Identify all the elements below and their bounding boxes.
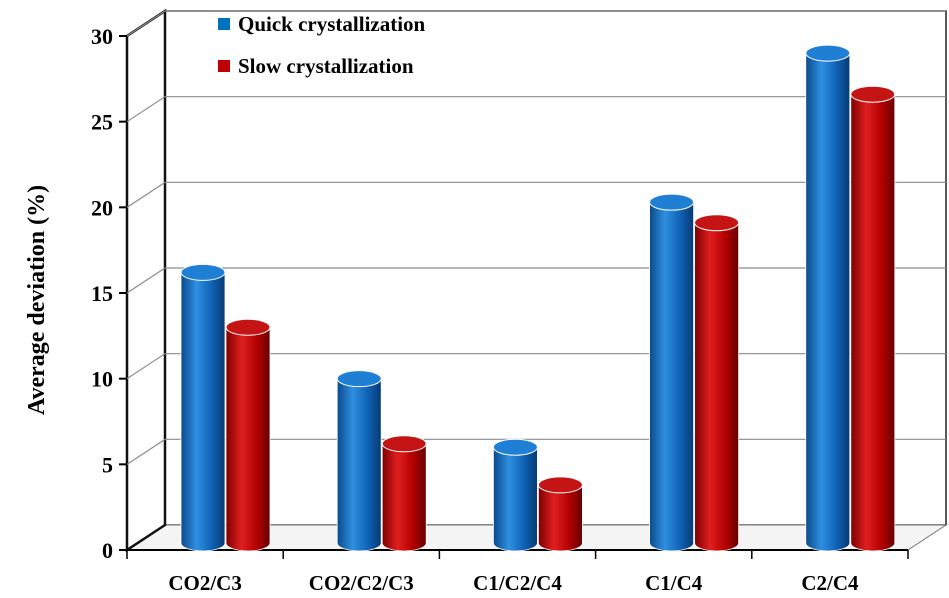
y-axis-ticks: 0 5 10 15 20 25 30 xyxy=(91,24,127,563)
y-tick-label: 25 xyxy=(91,110,113,135)
legend-label: Quick crystallization xyxy=(238,12,426,36)
y-tick-label: 20 xyxy=(91,195,113,220)
legend-item: Quick crystallization xyxy=(218,12,426,36)
bar xyxy=(225,318,271,552)
bar xyxy=(805,44,851,552)
y-tick-label: 15 xyxy=(91,281,113,306)
x-category-label: C1/C4 xyxy=(645,571,703,595)
x-category-label: CO2/C3 xyxy=(168,571,242,595)
y-tick-label: 5 xyxy=(102,452,113,477)
x-category-label: CO2/C2/C3 xyxy=(309,571,414,595)
bar xyxy=(537,476,583,552)
bar xyxy=(180,263,226,552)
bar xyxy=(381,435,427,552)
grid-lines xyxy=(126,10,946,465)
floor-edge xyxy=(907,524,947,551)
grid-line xyxy=(126,96,946,123)
legend-swatch xyxy=(218,18,230,30)
legend-item: Slow crystallization xyxy=(218,54,414,78)
bar xyxy=(694,214,740,552)
bar xyxy=(492,438,538,552)
bar xyxy=(850,85,896,552)
legend-label: Slow crystallization xyxy=(238,54,414,78)
bar xyxy=(336,370,382,552)
x-category-label: C1/C2/C4 xyxy=(473,571,562,595)
legend: Quick crystallization Slow crystallizatio… xyxy=(218,12,426,78)
bar xyxy=(649,193,695,552)
y-tick-label: 30 xyxy=(91,24,113,49)
y-axis-title: Average deviation (%) xyxy=(24,185,50,415)
x-category-label: C2/C4 xyxy=(801,571,859,595)
grid-line xyxy=(126,181,946,208)
bars xyxy=(180,44,896,552)
x-axis-labels: CO2/C3 CO2/C2/C3 C1/C2/C4 C1/C4 C2/C4 xyxy=(168,571,859,595)
y-tick-label: 10 xyxy=(91,367,113,392)
y-tick-label: 0 xyxy=(102,538,113,563)
grid-line xyxy=(126,10,946,37)
legend-swatch xyxy=(218,60,230,72)
